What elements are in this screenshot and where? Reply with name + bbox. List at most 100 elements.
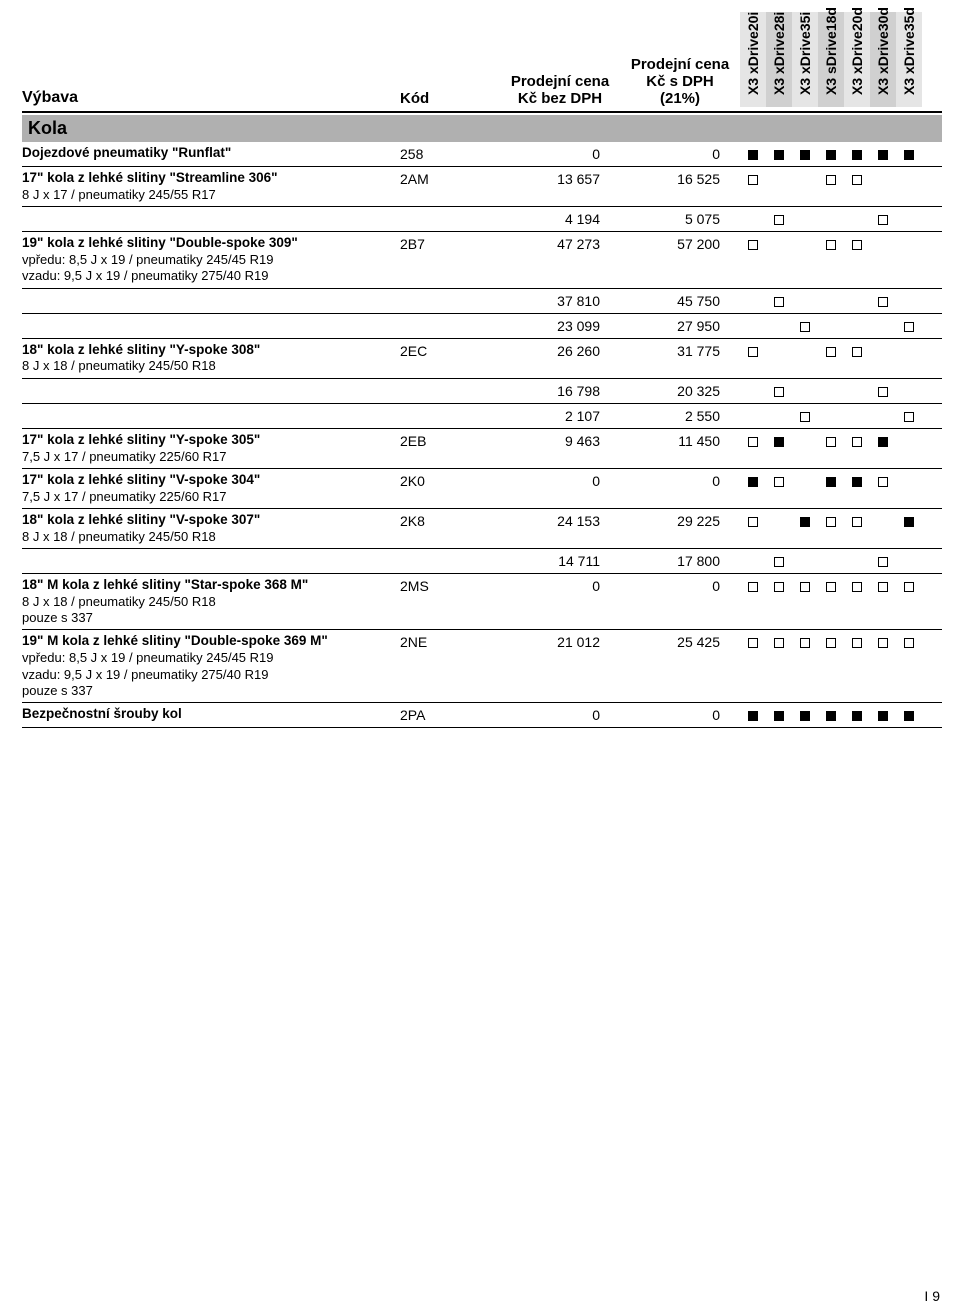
square-empty-icon <box>826 437 836 447</box>
table-row: 16 79820 325 <box>22 379 942 404</box>
variant-cell <box>792 514 818 530</box>
variant-cell <box>844 434 870 450</box>
variant-cell <box>844 514 870 530</box>
variant-cell <box>792 147 818 163</box>
row-name: Dojezdové pneumatiky "Runflat" <box>22 145 400 162</box>
square-filled-icon <box>800 150 810 160</box>
variant-cell <box>870 579 896 595</box>
header-variants: X3 xDrive20iX3 xDrive28iX3 xDrive35iX3 s… <box>740 12 922 107</box>
variant-header: X3 xDrive20i <box>740 12 766 107</box>
table-row: 18" kola z lehké slitiny "Y-spoke 308"8 … <box>22 339 942 379</box>
variant-cell <box>896 212 922 228</box>
row-price-novat: 16 798 <box>500 382 620 399</box>
row-code: 2EB <box>400 432 500 449</box>
variant-cell <box>818 294 844 310</box>
row-name: 17" kola z lehké slitiny "Streamline 306… <box>22 170 400 203</box>
variant-cell <box>766 708 792 724</box>
square-filled-icon <box>878 437 888 447</box>
square-filled-icon <box>826 477 836 487</box>
variant-cell <box>870 384 896 400</box>
variant-cell <box>896 172 922 188</box>
square-empty-icon <box>748 175 758 185</box>
variant-header: X3 sDrive18d <box>818 12 844 107</box>
variant-cell <box>896 237 922 253</box>
square-filled-icon <box>904 711 914 721</box>
row-variants <box>740 407 922 425</box>
variant-cell <box>818 172 844 188</box>
square-empty-icon <box>774 477 784 487</box>
variant-cell <box>818 237 844 253</box>
square-filled-icon <box>852 477 862 487</box>
variant-cell <box>818 708 844 724</box>
variant-cell <box>844 319 870 335</box>
row-code: 258 <box>400 145 500 162</box>
variant-cell <box>792 554 818 570</box>
variant-cell <box>896 474 922 490</box>
variant-cell <box>896 344 922 360</box>
variant-cell <box>792 474 818 490</box>
row-variants <box>740 382 922 400</box>
variant-cell <box>844 147 870 163</box>
table-row: 23 09927 950 <box>22 314 942 339</box>
variant-cell <box>766 344 792 360</box>
variant-cell <box>818 434 844 450</box>
variant-cell <box>766 434 792 450</box>
row-price-novat: 4 194 <box>500 210 620 227</box>
square-empty-icon <box>904 638 914 648</box>
variant-cell <box>740 319 766 335</box>
square-filled-icon <box>904 150 914 160</box>
row-price-vat: 25 425 <box>620 633 740 650</box>
row-code: 2K8 <box>400 512 500 529</box>
variant-cell <box>870 474 896 490</box>
variant-cell <box>818 409 844 425</box>
row-price-novat: 14 711 <box>500 552 620 569</box>
variant-cell <box>740 708 766 724</box>
row-code: 2PA <box>400 706 500 723</box>
row-price-novat: 37 810 <box>500 292 620 309</box>
square-filled-icon <box>878 711 888 721</box>
variant-cell <box>740 344 766 360</box>
row-code: 2EC <box>400 342 500 359</box>
variant-cell <box>870 147 896 163</box>
variant-cell <box>740 409 766 425</box>
variant-cell <box>792 635 818 651</box>
row-price-vat: 0 <box>620 577 740 594</box>
row-variants <box>740 432 922 450</box>
table-row: 4 1945 075 <box>22 207 942 232</box>
variant-header: X3 xDrive35d <box>896 12 922 107</box>
square-empty-icon <box>774 215 784 225</box>
row-name: 19" kola z lehké slitiny "Double-spoke 3… <box>22 235 400 284</box>
header-code: Kód <box>400 90 500 107</box>
variant-cell <box>870 344 896 360</box>
variant-cell <box>792 212 818 228</box>
variant-cell <box>844 708 870 724</box>
header-name: Výbava <box>22 89 400 107</box>
row-price-novat: 47 273 <box>500 235 620 252</box>
row-price-vat: 2 550 <box>620 407 740 424</box>
square-filled-icon <box>800 711 810 721</box>
variant-cell <box>844 409 870 425</box>
square-empty-icon <box>748 517 758 527</box>
table-body: Dojezdové pneumatiky "Runflat"2580017" k… <box>22 142 942 728</box>
square-empty-icon <box>826 175 836 185</box>
variant-header: X3 xDrive30d <box>870 12 896 107</box>
row-price-vat: 5 075 <box>620 210 740 227</box>
row-price-novat: 2 107 <box>500 407 620 424</box>
header-price-novat: Prodejní cena Kč bez DPH <box>500 73 620 107</box>
variant-header: X3 xDrive20d <box>844 12 870 107</box>
square-empty-icon <box>774 557 784 567</box>
table-row: Dojezdové pneumatiky "Runflat"25800 <box>22 142 942 167</box>
row-price-vat: 0 <box>620 706 740 723</box>
variant-cell <box>896 147 922 163</box>
variant-cell <box>818 344 844 360</box>
variant-cell <box>740 147 766 163</box>
row-name: 18" kola z lehké slitiny "V-spoke 307"8 … <box>22 512 400 545</box>
row-variants <box>740 170 922 188</box>
row-code <box>400 210 500 211</box>
square-empty-icon <box>800 412 810 422</box>
variant-cell <box>896 554 922 570</box>
square-empty-icon <box>878 557 888 567</box>
row-price-novat: 24 153 <box>500 512 620 529</box>
row-code: 2AM <box>400 170 500 187</box>
variant-cell <box>766 319 792 335</box>
